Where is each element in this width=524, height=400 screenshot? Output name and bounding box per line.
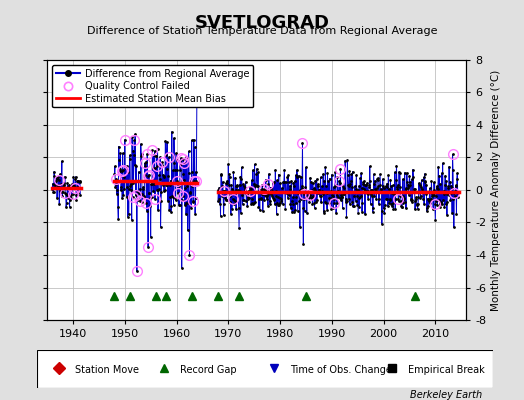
Text: Empirical Break: Empirical Break [408,365,485,375]
Difference from Regional Average [56,202,62,206]
Estimated Station Mean Bias [78,185,84,190]
Difference from Regional Average [63,204,69,209]
Difference from Regional Average [59,159,65,164]
Difference from Regional Average [72,177,78,182]
Text: Time of Obs. Change: Time of Obs. Change [290,365,391,375]
Text: SVETLOGRAD: SVETLOGRAD [194,14,330,32]
Y-axis label: Monthly Temperature Anomaly Difference (°C): Monthly Temperature Anomaly Difference (… [490,69,500,311]
Difference from Regional Average [49,187,56,192]
Estimated Station Mean Bias [49,185,56,190]
Difference from Regional Average [62,174,68,179]
Text: Record Gap: Record Gap [180,365,237,375]
Text: Difference of Station Temperature Data from Regional Average: Difference of Station Temperature Data f… [87,26,437,36]
Difference from Regional Average [51,174,58,179]
Difference from Regional Average [62,191,69,196]
FancyBboxPatch shape [37,350,493,388]
Legend: Difference from Regional Average, Quality Control Failed, Estimated Station Mean: Difference from Regional Average, Qualit… [52,65,254,108]
Difference from Regional Average [77,193,83,198]
Difference from Regional Average [58,190,64,194]
Text: Station Move: Station Move [75,365,139,375]
Line: Difference from Regional Average: Difference from Regional Average [52,161,80,207]
Text: Berkeley Earth: Berkeley Earth [410,390,482,400]
